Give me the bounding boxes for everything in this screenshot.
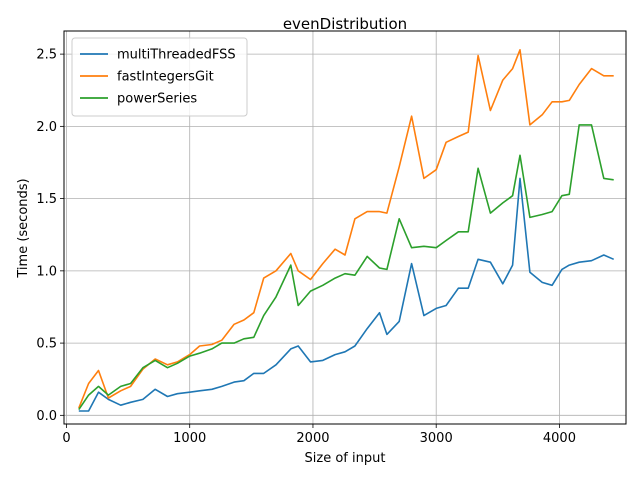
plot-frame — [63, 30, 627, 425]
x-axis-ticks: 0 1000 2000 3000 4000 — [62, 424, 576, 446]
chart-title: evenDistribution — [283, 15, 407, 33]
legend-label: fastIntegersGit — [117, 70, 214, 85]
legend-box — [71, 37, 248, 117]
y-tick-label: 0.0 — [36, 409, 57, 424]
y-tick-label: 0.5 — [36, 337, 57, 352]
x-tick-label: 1000 — [173, 431, 206, 446]
y-tick-label: 1.5 — [36, 192, 57, 207]
legend-label: powerSeries — [117, 92, 197, 107]
grid — [64, 31, 626, 424]
x-tick-label: 0 — [62, 431, 70, 446]
y-tick-label: 1.0 — [36, 264, 57, 279]
y-tick-label: 2.0 — [36, 120, 57, 135]
series-layer — [78, 48, 615, 412]
x-axis-label: Size of input — [305, 451, 386, 466]
x-tick-label: 4000 — [543, 431, 576, 446]
x-tick-label: 2000 — [296, 431, 329, 446]
y-tick-label: 2.5 — [36, 48, 57, 63]
legend: multiThreadedFSS fastIntegersGit powerSeri… — [71, 37, 248, 117]
series-line-powerSeries — [78, 124, 614, 411]
legend-label: multiThreadedFSS — [117, 48, 236, 63]
y-axis-ticks: 0.0 0.5 1.0 1.5 2.0 2.5 — [36, 48, 64, 424]
y-axis-label: Time (seconds) — [16, 178, 31, 278]
series-line-multiThreadedFSS — [78, 177, 615, 412]
x-tick-label: 3000 — [420, 431, 453, 446]
series-line-fastIntegersGit — [78, 48, 614, 409]
